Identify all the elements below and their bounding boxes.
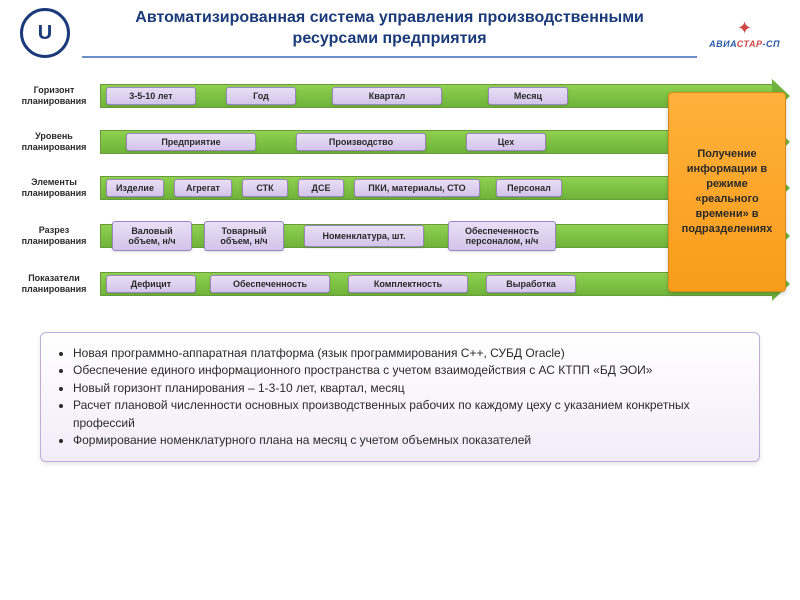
page-title: Автоматизированная система управления пр…: [82, 8, 697, 58]
bullet-item: Обеспечение единого информационного прос…: [73, 362, 743, 379]
box-row: Изделие Агрегат СТК ДСЕ ПКИ, материалы, СТО П…: [106, 170, 766, 206]
planning-box: Обеспеченность персоналом, н/ч: [448, 221, 556, 251]
planning-box: Изделие: [106, 179, 164, 197]
planning-box: Агрегат: [174, 179, 232, 197]
box-row: Дефицит Обеспеченность Комплектность Вырабо…: [106, 266, 766, 302]
planning-box: Квартал: [332, 87, 442, 105]
planning-box: Производство: [296, 133, 426, 151]
planning-box: ПКИ, материалы, СТО: [354, 179, 480, 197]
planning-box: Комплектность: [348, 275, 468, 293]
bullets-list: Новая программно-аппаратная платформа (я…: [57, 345, 743, 449]
row-label: Уровень планирования: [12, 131, 100, 153]
planning-box: Обеспеченность: [210, 275, 330, 293]
planning-box: СТК: [242, 179, 288, 197]
planning-box: 3-5-10 лет: [106, 87, 196, 105]
planning-box: Предприятие: [126, 133, 256, 151]
planning-box: Товарный объем, н/ч: [204, 221, 284, 251]
bullet-item: Новая программно-аппаратная платформа (я…: [73, 345, 743, 362]
planning-box: Валовый объем, н/ч: [112, 221, 192, 251]
row-label: Горизонт планирования: [12, 85, 100, 107]
box-row: Валовый объем, н/ч Товарный объем, н/ч Ном…: [106, 216, 766, 256]
bullet-item: Новый горизонт планирования – 1-3-10 лет…: [73, 380, 743, 397]
logo-right-text: АВИАСТАР-СП: [709, 39, 780, 49]
bullets-panel: Новая программно-аппаратная платформа (я…: [40, 332, 760, 462]
result-box: Получение информации в режиме «реального…: [668, 92, 786, 292]
logo-left-icon: U: [20, 8, 70, 58]
planning-box: Выработка: [486, 275, 576, 293]
header: U Автоматизированная система управления …: [0, 0, 800, 62]
planning-box: Год: [226, 87, 296, 105]
planning-box: Дефицит: [106, 275, 196, 293]
box-row: 3-5-10 лет Год Квартал Месяц: [106, 78, 766, 114]
row-label: Разрез планирования: [12, 225, 100, 247]
row-label: Элементы планирования: [12, 177, 100, 199]
planning-box: ДСЕ: [298, 179, 344, 197]
bullet-item: Формирование номенклатурного плана на ме…: [73, 432, 743, 449]
planning-box: Номенклатура, шт.: [304, 225, 424, 247]
logo-right: ✦ АВИАСТАР-СП: [709, 18, 780, 49]
planning-box: Персонал: [496, 179, 562, 197]
box-row: Предприятие Производство Цех: [106, 124, 766, 160]
row-label: Показатели планирования: [12, 273, 100, 295]
bullet-item: Расчет плановой численности основных про…: [73, 397, 743, 432]
compass-icon: ✦: [709, 18, 780, 39]
planning-box: Цех: [466, 133, 546, 151]
planning-box: Месяц: [488, 87, 568, 105]
